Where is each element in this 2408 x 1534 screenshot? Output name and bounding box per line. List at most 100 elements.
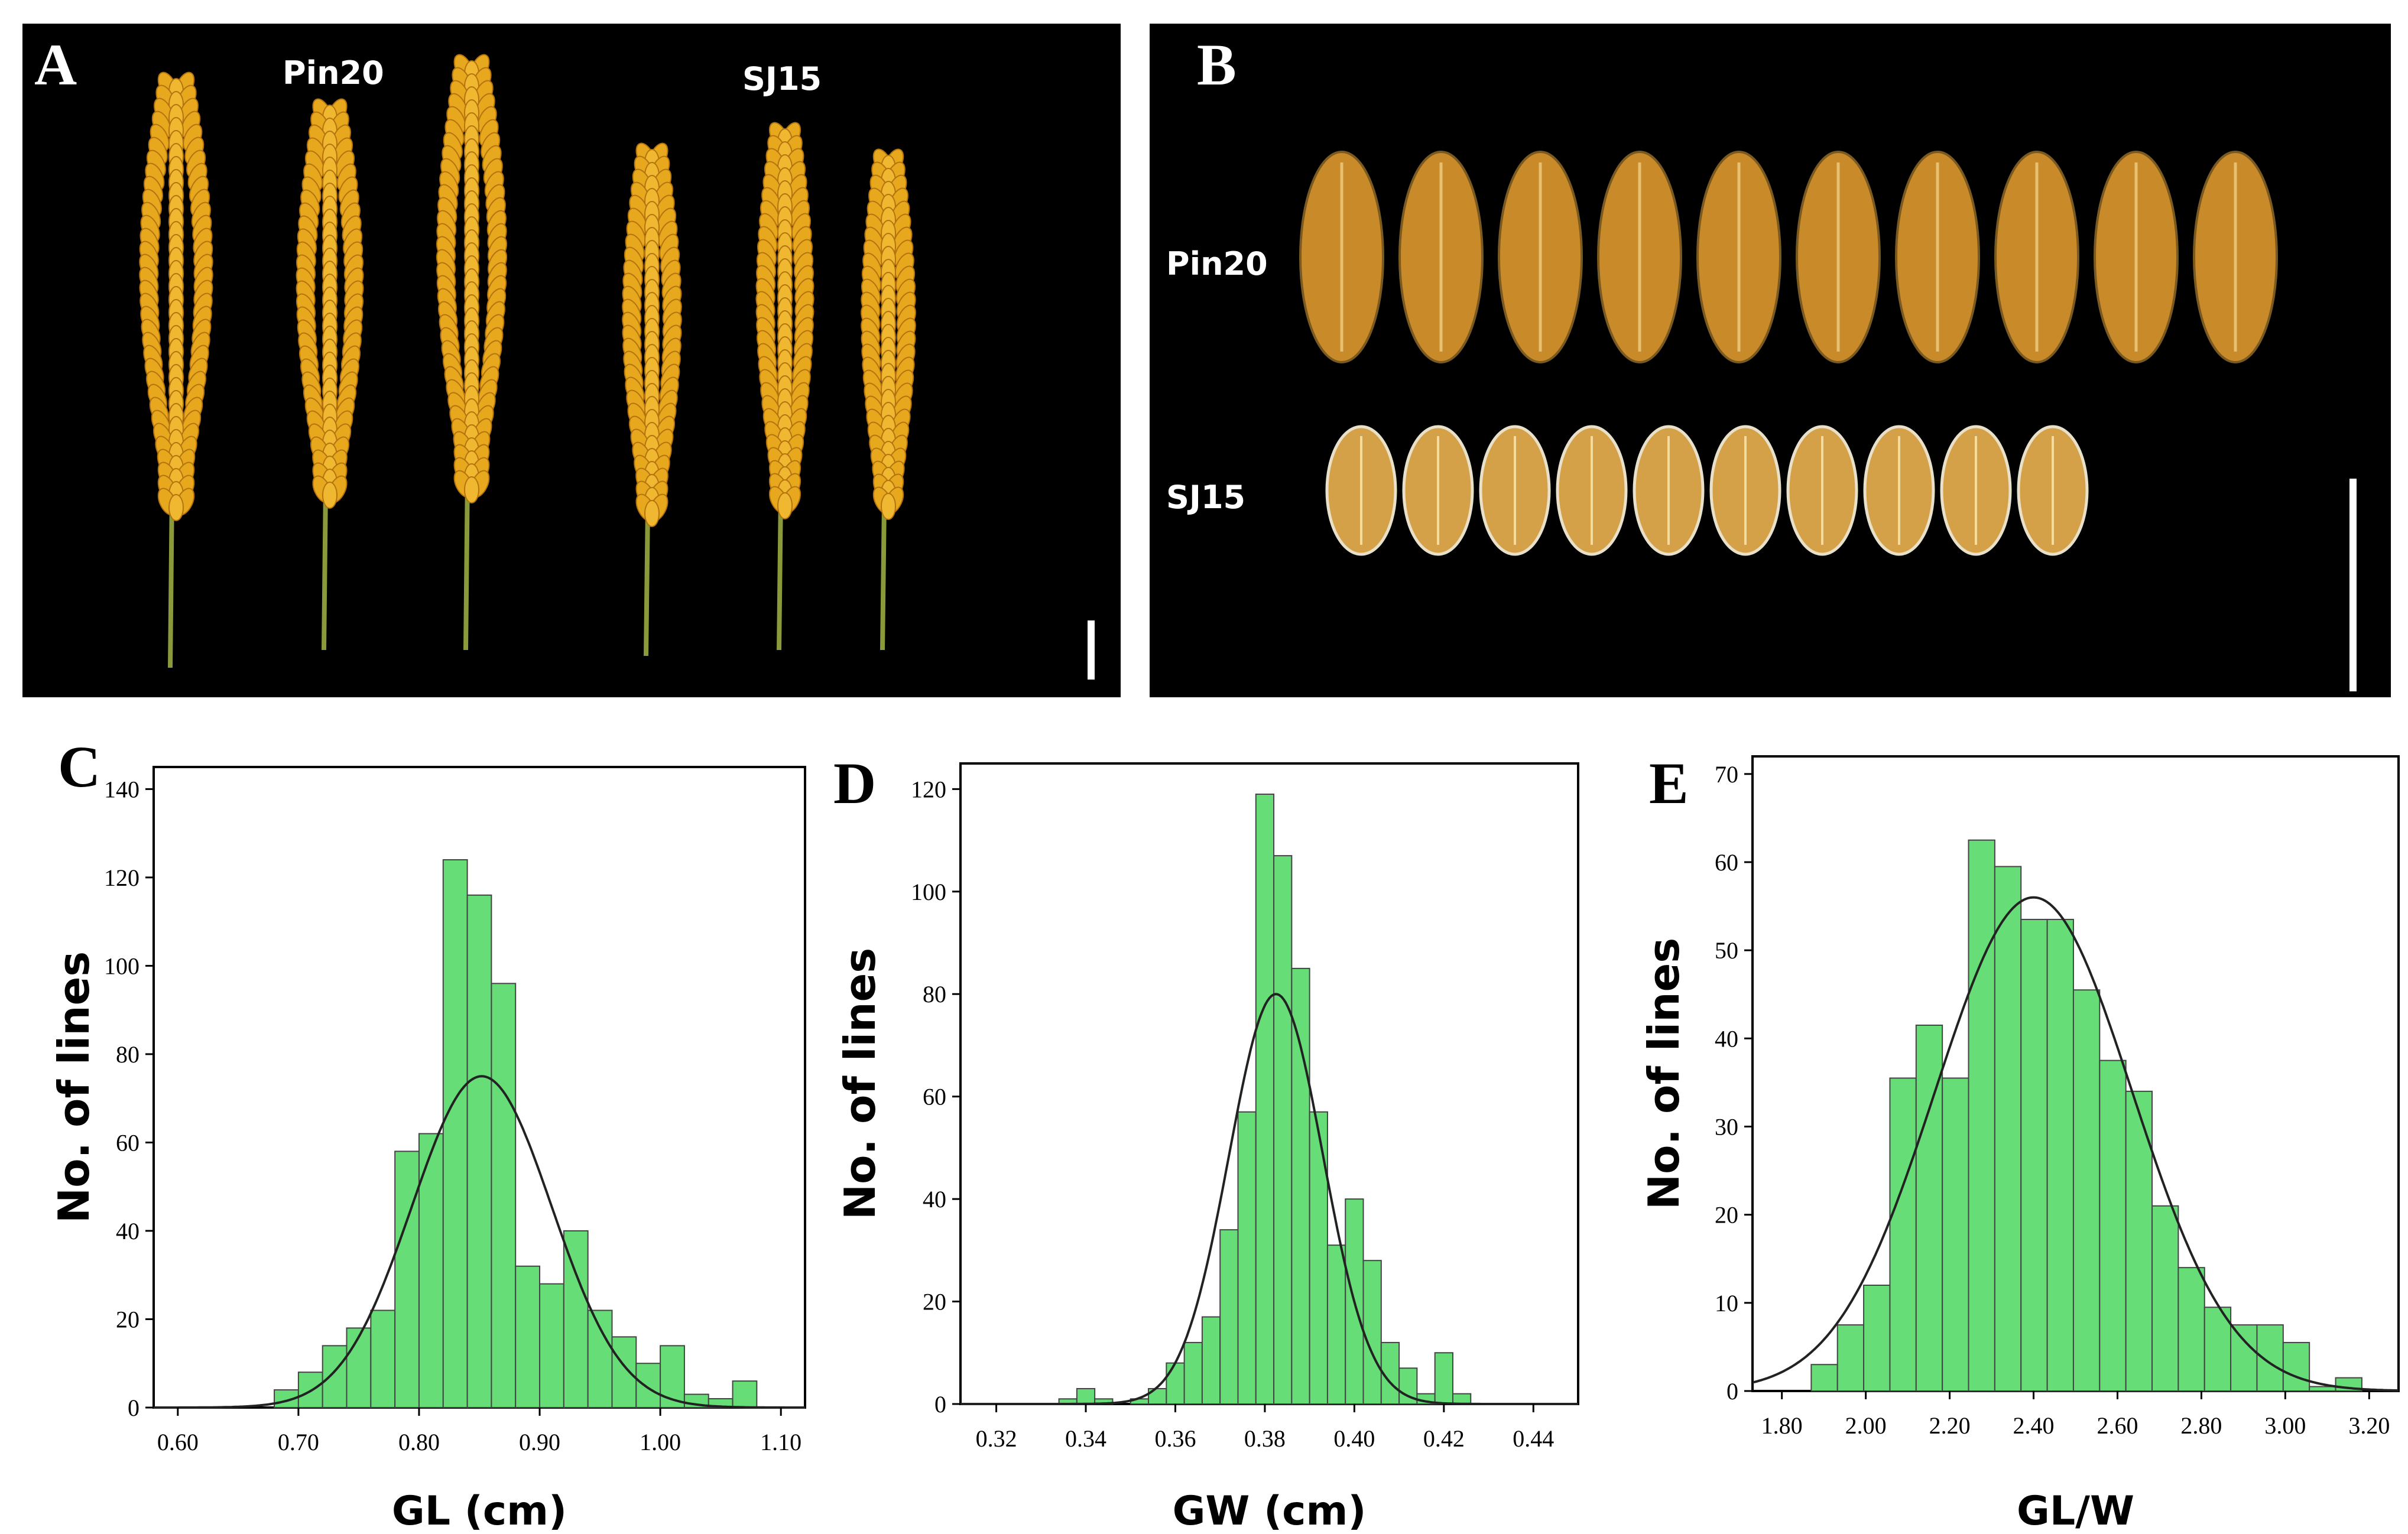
histogram-bar — [2203, 1306, 2232, 1392]
histogram-bar — [1452, 1393, 1472, 1405]
histogram-bar — [1237, 1111, 1257, 1405]
y-tick-label: 0 — [128, 1395, 139, 1421]
panel-b-letter: B — [1197, 32, 1237, 98]
histogram-bar — [539, 1283, 564, 1408]
panel-a-label-sj15: SJ15 — [742, 60, 822, 98]
pin20-grain-6 — [1796, 151, 1881, 363]
x-tick-label: 0.70 — [278, 1429, 319, 1455]
x-tick-label: 0.60 — [157, 1429, 199, 1455]
scale-bar — [2349, 479, 2357, 691]
x-tick-label: 0.42 — [1423, 1425, 1465, 1452]
histogram-bar — [1889, 1077, 1917, 1392]
x-tick-label: 0.44 — [1513, 1425, 1554, 1452]
histogram-bar — [515, 1265, 541, 1408]
histogram-bar — [1863, 1285, 1891, 1392]
x-tick-label: 0.90 — [519, 1429, 560, 1455]
histogram-bar — [1968, 839, 1995, 1392]
histogram-bar — [635, 1363, 661, 1408]
histogram-bar — [1836, 1324, 1865, 1392]
x-tick-label: 1.80 — [1761, 1412, 1803, 1439]
panel-a-photo: A Pin20 SJ15 — [22, 24, 1121, 697]
y-tick-label: 60 — [923, 1084, 946, 1110]
y-axis-title: No. of lines — [49, 951, 99, 1223]
grain-illustration — [1299, 151, 2357, 691]
histogram-bar — [2282, 1341, 2310, 1392]
panicle-2 — [296, 98, 364, 651]
x-tick-label: 2.40 — [2013, 1412, 2055, 1439]
histogram-bar — [1219, 1229, 1239, 1405]
x-tick-label: 0.38 — [1244, 1425, 1286, 1452]
sj15-grain-5 — [1633, 425, 1705, 556]
x-tick-label: 1.00 — [640, 1429, 681, 1455]
histogram-bar — [2177, 1267, 2205, 1392]
histogram-bar — [1201, 1316, 1221, 1405]
sj15-grain-3 — [1479, 425, 1551, 556]
panicle-grain — [881, 493, 896, 520]
histogram-c-plot: 0.60 0.70 0.80 0.90 1.00 1.10 0 20 40 60 80 100 120 1… — [49, 766, 806, 1534]
x-tick-label: 2.60 — [2097, 1412, 2138, 1439]
panel-a-letter: A — [34, 32, 77, 98]
y-tick-label: 120 — [104, 864, 139, 891]
histogram-bar — [611, 1336, 637, 1409]
histogram-bar — [563, 1230, 589, 1408]
panicle-illustration — [139, 54, 1095, 680]
histogram-bar — [1434, 1352, 1453, 1405]
sj15-grain-2 — [1402, 425, 1474, 556]
histogram-bar — [1994, 866, 2022, 1392]
panicle-1 — [139, 72, 213, 668]
histogram-bar — [491, 983, 517, 1408]
pin20-grain-10 — [2193, 151, 2278, 363]
y-tick-label: 40 — [923, 1186, 946, 1213]
y-tick-label: 0 — [1727, 1378, 1738, 1405]
x-tick-label: 0.40 — [1333, 1425, 1375, 1452]
y-tick-label: 70 — [1715, 761, 1738, 788]
histogram-bar — [2309, 1386, 2336, 1392]
panel-b-label-sj15: SJ15 — [1166, 479, 1246, 516]
y-tick-label: 20 — [116, 1306, 139, 1332]
pin20-grain-9 — [2094, 151, 2179, 363]
y-tick-label: 80 — [116, 1041, 139, 1068]
histogram-bar — [1076, 1387, 1096, 1405]
y-tick-label: 60 — [116, 1129, 139, 1156]
pin20-grain-5 — [1696, 151, 1781, 363]
x-axis-title: GW (cm) — [1173, 1488, 1367, 1534]
histogram-bar — [2125, 1090, 2153, 1392]
y-tick-label: 100 — [911, 879, 946, 905]
panicle-grain — [644, 500, 660, 527]
y-tick-label: 40 — [1715, 1025, 1738, 1052]
panel-a-label-pin20: Pin20 — [283, 54, 384, 92]
histogram-bar — [466, 894, 492, 1408]
sj15-grain-8 — [1863, 425, 1935, 556]
pin20-grain-7 — [1895, 151, 1980, 363]
x-tick-label: 2.80 — [2180, 1412, 2222, 1439]
x-tick-label: 1.10 — [760, 1429, 801, 1455]
histogram-bar — [1810, 1364, 1838, 1392]
histogram-bar — [2020, 918, 2048, 1392]
y-axis-title: No. of lines — [1639, 938, 1689, 1210]
scale-bar — [1088, 620, 1095, 680]
histogram-bar — [587, 1309, 613, 1408]
pin20-grain-2 — [1398, 151, 1484, 363]
y-tick-label: 40 — [116, 1218, 139, 1244]
pin20-grain-1 — [1299, 151, 1384, 363]
histogram-bar — [442, 859, 468, 1408]
panel-d-letter: D — [833, 750, 877, 816]
x-tick-label: 2.00 — [1845, 1412, 1887, 1439]
histogram-bar — [732, 1380, 758, 1408]
histogram-bar — [2151, 1205, 2179, 1392]
x-tick-label: 3.20 — [2348, 1412, 2390, 1439]
sj15-grain-7 — [1786, 425, 1858, 556]
sj15-grain-10 — [2017, 425, 2089, 556]
pin20-grain-4 — [1597, 151, 1682, 363]
histogram-e: E 1.80 2.00 2.20 2.40 2.60 2.80 3.00 3.20 0 10 20 3… — [1620, 727, 2408, 1534]
y-tick-label: 0 — [934, 1391, 946, 1418]
y-tick-label: 10 — [1715, 1290, 1738, 1317]
y-tick-label: 100 — [104, 953, 139, 979]
histogram-bar — [2099, 1060, 2127, 1392]
panicle-5 — [755, 122, 814, 651]
y-tick-label: 30 — [1715, 1114, 1738, 1140]
histogram-bar — [1166, 1362, 1185, 1405]
x-tick-label: 2.20 — [1929, 1412, 1971, 1439]
histogram-bar — [322, 1345, 348, 1408]
histogram-c: C 0.60 0.70 0.80 0.90 1.00 1.10 0 20 40 60 80 100 12… — [0, 727, 816, 1534]
